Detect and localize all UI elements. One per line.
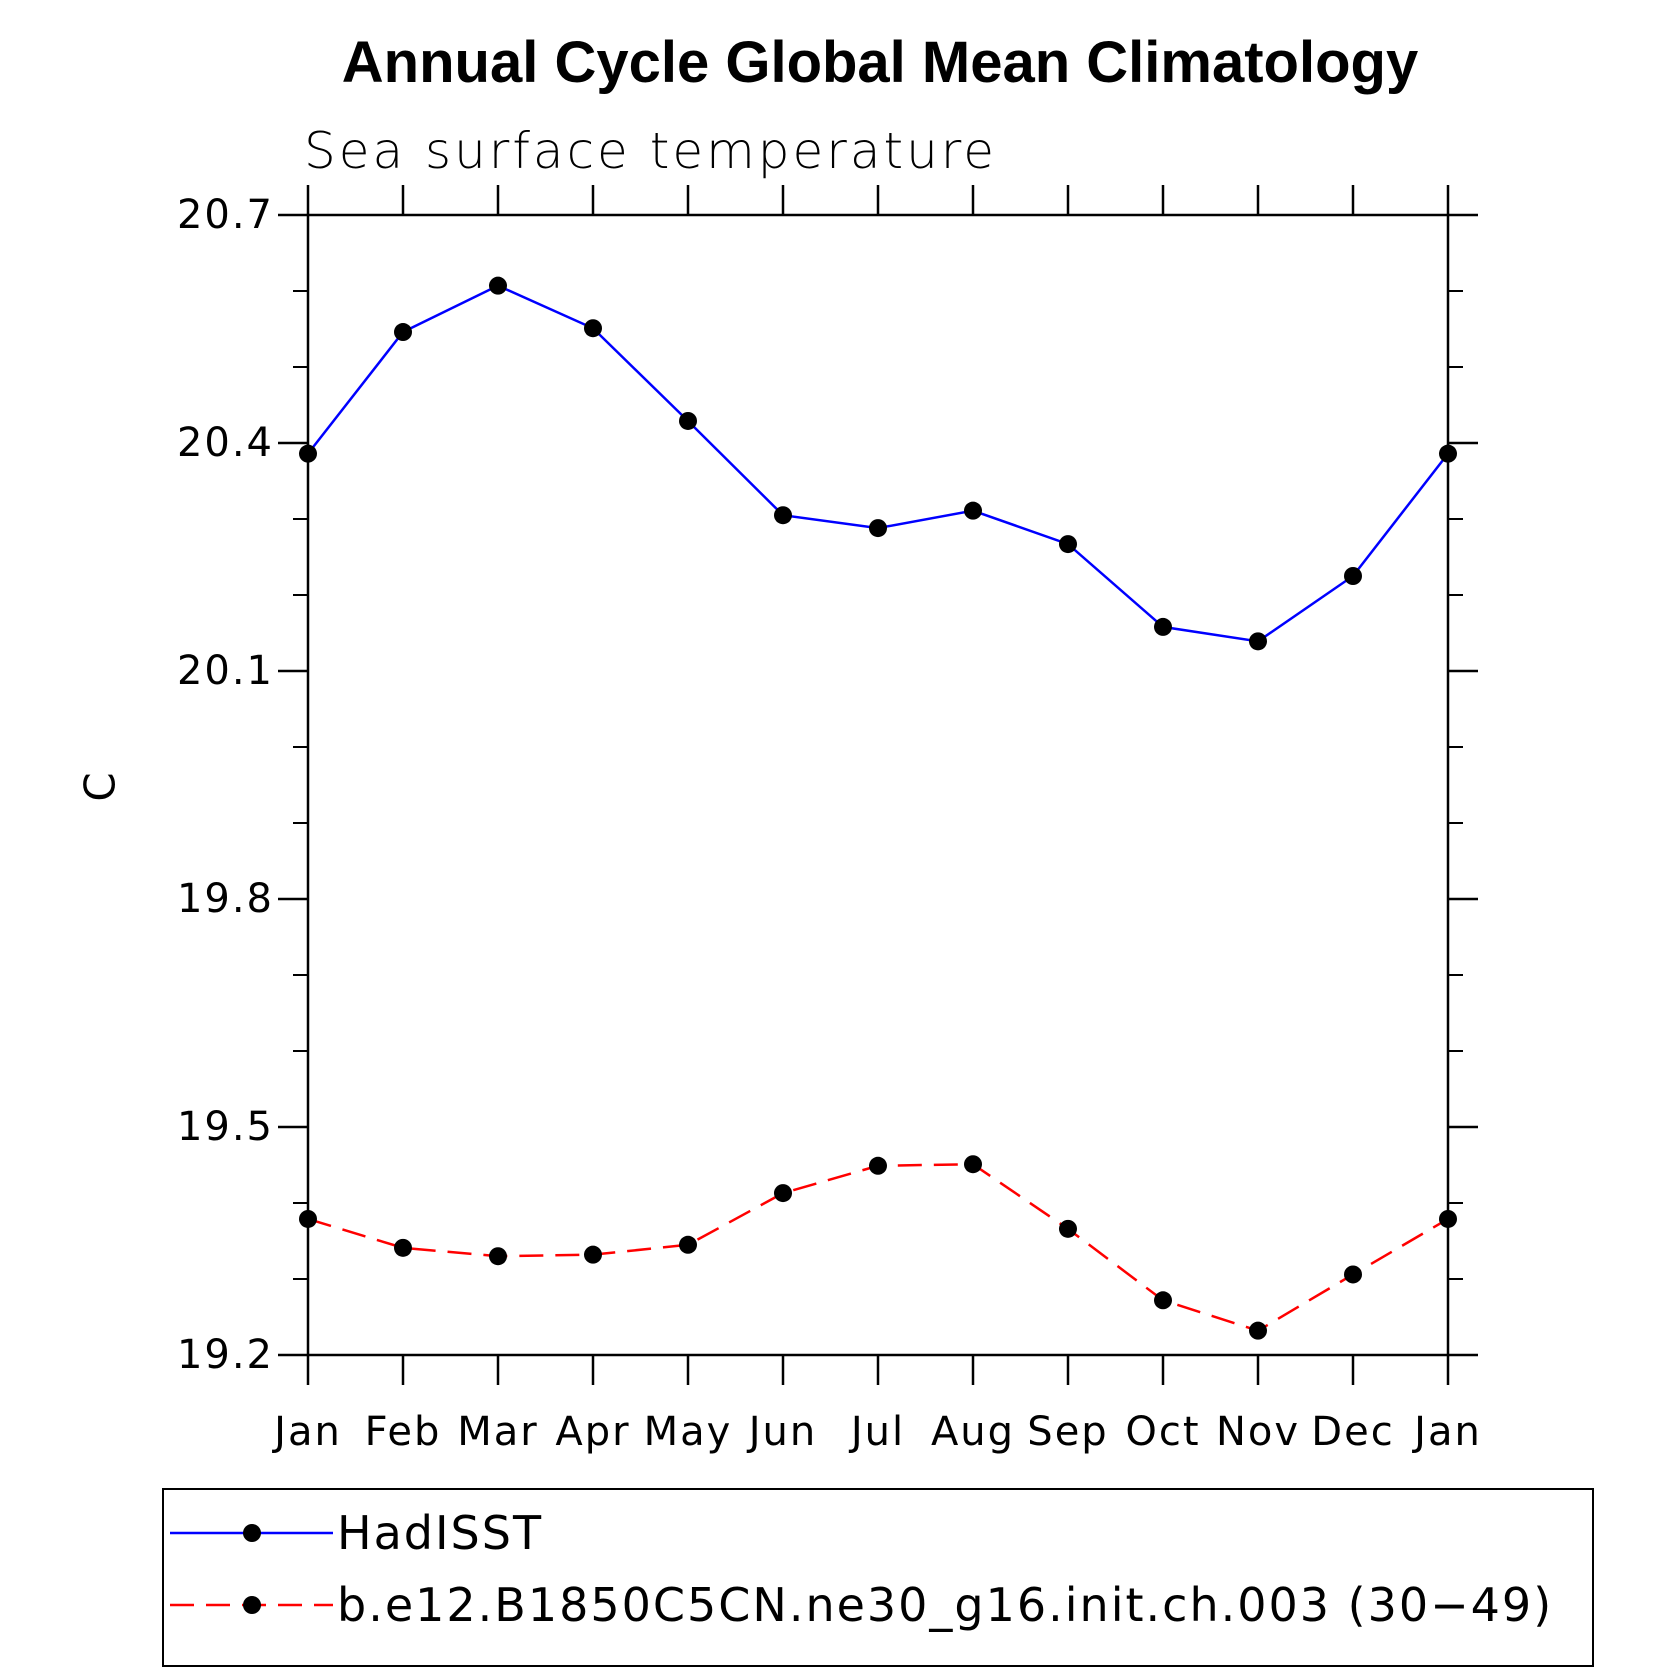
data-point-series-1: [1249, 1321, 1267, 1340]
y-tick-label: 20.1: [177, 648, 274, 694]
y-axis-title: C: [76, 772, 125, 801]
y-tick-label: 20.7: [177, 192, 274, 238]
x-tick-label: Mar: [457, 1409, 538, 1455]
legend-label-1: b.e12.B1850C5CN.ne30_g16.init.ch.003 (30…: [337, 1578, 1553, 1632]
x-tick-label: Dec: [1311, 1409, 1394, 1455]
data-point-series-1: [869, 1156, 887, 1175]
x-tick-label: Oct: [1125, 1409, 1200, 1455]
data-point-series-0: [394, 323, 412, 342]
data-point-series-1: [679, 1235, 697, 1254]
data-point-series-0: [1344, 567, 1362, 585]
legend-marker-1: [243, 1596, 261, 1614]
data-point-series-0: [679, 411, 697, 430]
x-tick-label: Sep: [1027, 1409, 1108, 1455]
legend-box: [162, 1488, 1594, 1667]
y-tick-label: 19.8: [177, 876, 274, 922]
legend-label-0: HadISST: [337, 1506, 543, 1560]
data-point-series-1: [1059, 1219, 1077, 1238]
series-line-1: [307, 1162, 1449, 1333]
series-line-0: [307, 284, 1449, 643]
data-point-series-1: [964, 1155, 982, 1174]
x-tick-label: Jun: [746, 1409, 818, 1455]
y-tick-label: 19.2: [177, 1332, 274, 1378]
y-axis-label: C: [76, 772, 125, 801]
data-point-series-0: [584, 319, 602, 338]
data-point-series-0: [299, 444, 317, 463]
x-tick-label: Feb: [365, 1409, 442, 1455]
data-point-series-1: [774, 1184, 792, 1203]
data-point-series-1: [1439, 1209, 1457, 1228]
data-point-series-1: [584, 1245, 602, 1264]
data-point-series-1: [1344, 1265, 1362, 1284]
data-point-series-0: [1249, 632, 1267, 651]
data-point-series-0: [1059, 535, 1077, 554]
x-tick-label: Apr: [555, 1409, 630, 1455]
x-tick-label: May: [644, 1409, 733, 1455]
x-tick-label: Aug: [931, 1409, 1015, 1455]
legend-marker-0: [243, 1524, 261, 1542]
plot-frame: [306, 213, 1450, 1357]
y-tick-label: 20.4: [177, 420, 274, 466]
plot-area: 20.7 20.4 20.1 19.8 19.5 19.2 Jan Feb Mar Apr May J…: [177, 185, 1482, 1455]
data-point-series-0: [1154, 617, 1172, 636]
x-tick-label: Jan: [271, 1409, 342, 1455]
legend: HadISST b.e12.B1850C5CN.ne30_g16.init.ch.…: [162, 1488, 1594, 1667]
y-tick-label: 19.5: [177, 1104, 274, 1150]
data-point-series-1: [394, 1238, 412, 1257]
data-point-series-0: [1439, 444, 1457, 463]
data-point-series-0: [964, 501, 982, 520]
x-tick-label: Jul: [848, 1409, 905, 1455]
data-point-series-1: [489, 1247, 507, 1266]
data-point-series-0: [489, 276, 507, 295]
data-point-series-0: [869, 519, 887, 538]
data-point-series-0: [774, 506, 792, 525]
data-point-series-1: [299, 1209, 317, 1228]
chart-subtitle: Sea surface temperature: [304, 122, 997, 180]
x-tick-label: Jan: [1411, 1409, 1482, 1455]
data-point-series-1: [1154, 1291, 1172, 1310]
x-tick-label: Nov: [1216, 1409, 1300, 1455]
chart-title: Annual Cycle Global Mean Climatology: [342, 30, 1418, 95]
